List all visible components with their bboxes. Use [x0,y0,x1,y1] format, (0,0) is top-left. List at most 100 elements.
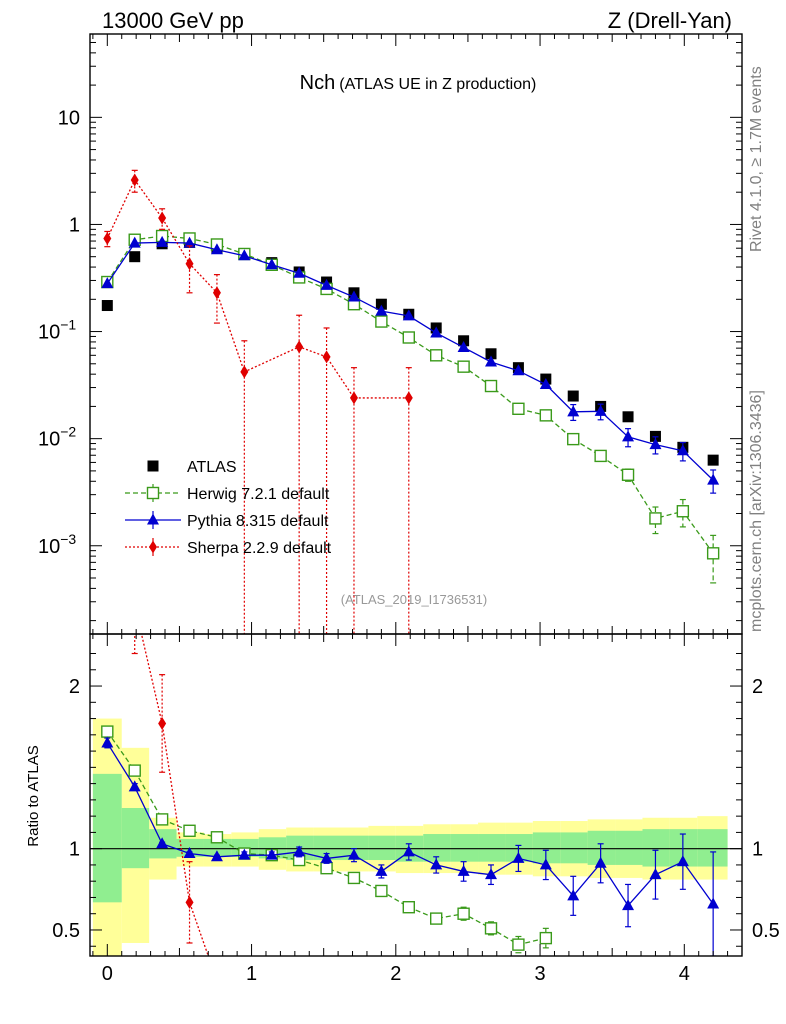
ratio-x-tick-label: 1 [246,963,257,985]
ratio-x-tick-label: 4 [679,963,690,985]
ratio-point-pythia [101,736,114,748]
ratio-point-pythia [707,897,720,909]
ratio-point-pythia [457,864,470,876]
ratio-point-herwig [183,824,196,837]
legend-marker-atlas [147,460,159,472]
ratio-band-inner-bin [92,773,122,903]
point-sherpa [185,257,194,271]
point-atlas [375,298,387,310]
main-subtitle-text: (ATLAS UE in Z production) [339,76,536,93]
point-pythia [402,309,415,321]
point-herwig [621,468,635,481]
main-y-tick-label-base: 10 [38,429,60,451]
ratio-point-herwig [539,931,553,945]
legend-label-pythia: Pythia 8.315 default [187,513,329,530]
point-pythia [539,378,552,390]
ratio-point-herwig [484,922,498,935]
point-pythia [622,430,635,442]
point-herwig [676,505,690,518]
ratio-point-pythia [512,851,525,863]
point-sherpa [240,365,249,379]
point-pythia [320,278,333,290]
point-pythia [707,473,720,485]
ratio-y-tick-label-left: 0.5 [52,920,80,942]
ratio-point-sherpa [185,895,194,909]
point-pythia [567,405,580,417]
ratio-x-tick-label: 3 [534,963,545,985]
ratio-point-sherpa [158,716,167,730]
ratio-point-pythia [293,845,306,857]
ratio-band-inner-bin [121,808,150,869]
point-pythia [347,290,360,302]
ratio-point-pythia [320,851,333,863]
main-panel: Nch (ATLAS UE in Z production) (ATLAS_201… [38,33,743,635]
ratio-y-axis-label: Ratio to ATLAS [25,745,42,846]
ratio-band-inner-bin [615,830,643,865]
point-herwig [594,449,607,463]
main-y-tick-label-exponent: −3 [60,531,76,547]
ratio-point-pythia [622,899,635,911]
ratio-point-herwig [320,861,333,875]
legend-label-herwig: Herwig 7.2.1 default [187,486,330,503]
point-pythia [457,340,470,352]
point-pythia [238,249,251,261]
ratio-point-pythia [676,855,689,867]
main-y-tick-label-exponent: −2 [60,424,76,440]
ratio-point-herwig [512,938,525,951]
point-herwig [402,331,415,344]
ratio-band-inner-bin [423,834,451,862]
point-pythia [101,277,114,289]
ratio-point-pythia [156,837,169,849]
ratio-band-inner-bin [368,835,396,861]
ratio-point-pythia [128,780,141,792]
point-sherpa [295,340,304,354]
ratio-line-sherpa [140,634,209,956]
point-pythia [676,444,689,456]
ratio-point-herwig [375,884,388,898]
ratio-point-pythia [402,845,415,857]
ratio-point-herwig [128,764,141,777]
point-sherpa [130,173,139,187]
ratio-y-tick-label-right: 1 [752,839,763,861]
point-atlas [485,348,497,360]
ratio-point-sherpa [131,598,139,611]
header-process-label: Z (Drell-Yan) [608,8,732,33]
ratio-point-herwig [457,907,470,920]
ratio-frame [89,633,743,957]
series-line-pythia [106,241,714,481]
point-atlas [129,251,141,263]
ratio-point-pythia [430,858,443,870]
main-y-tick-label: 10−1 [38,317,76,344]
main-y-tick-label: 10−2 [38,424,76,451]
ratio-series-group [101,598,720,956]
point-atlas [567,390,579,402]
ratio-point-pythia [210,850,223,862]
point-sherpa [404,391,413,405]
header-beam-label: 13000 GeV pp [102,8,244,33]
main-title: Nch (ATLAS UE in Z production) [300,72,537,94]
ratio-point-herwig [429,912,443,925]
ratio-point-pythia [238,848,251,860]
ratio-point-pythia [347,848,360,860]
point-herwig [539,409,553,422]
ratio-point-pythia [375,864,388,876]
ratio-y-tick-label-left: 1 [69,839,80,861]
ratio-x-tick-label: 0 [102,963,113,985]
point-sherpa [349,391,358,405]
point-atlas [622,411,634,423]
point-herwig [375,315,388,328]
main-y-tick-label: 10−3 [38,531,76,558]
point-sherpa [158,211,167,225]
main-y-tick-label: 1 [69,214,80,236]
point-pythia [430,326,443,338]
point-pythia [156,235,169,247]
point-herwig [706,547,720,560]
ratio-point-pythia [183,847,196,859]
ratio-point-pythia [649,868,662,880]
ratio-point-pythia [594,856,607,868]
ratio-band-inner-bin [478,834,506,862]
point-pythia [594,404,607,416]
point-atlas [101,300,113,312]
point-herwig [567,432,580,446]
ratio-point-herwig [210,831,224,844]
